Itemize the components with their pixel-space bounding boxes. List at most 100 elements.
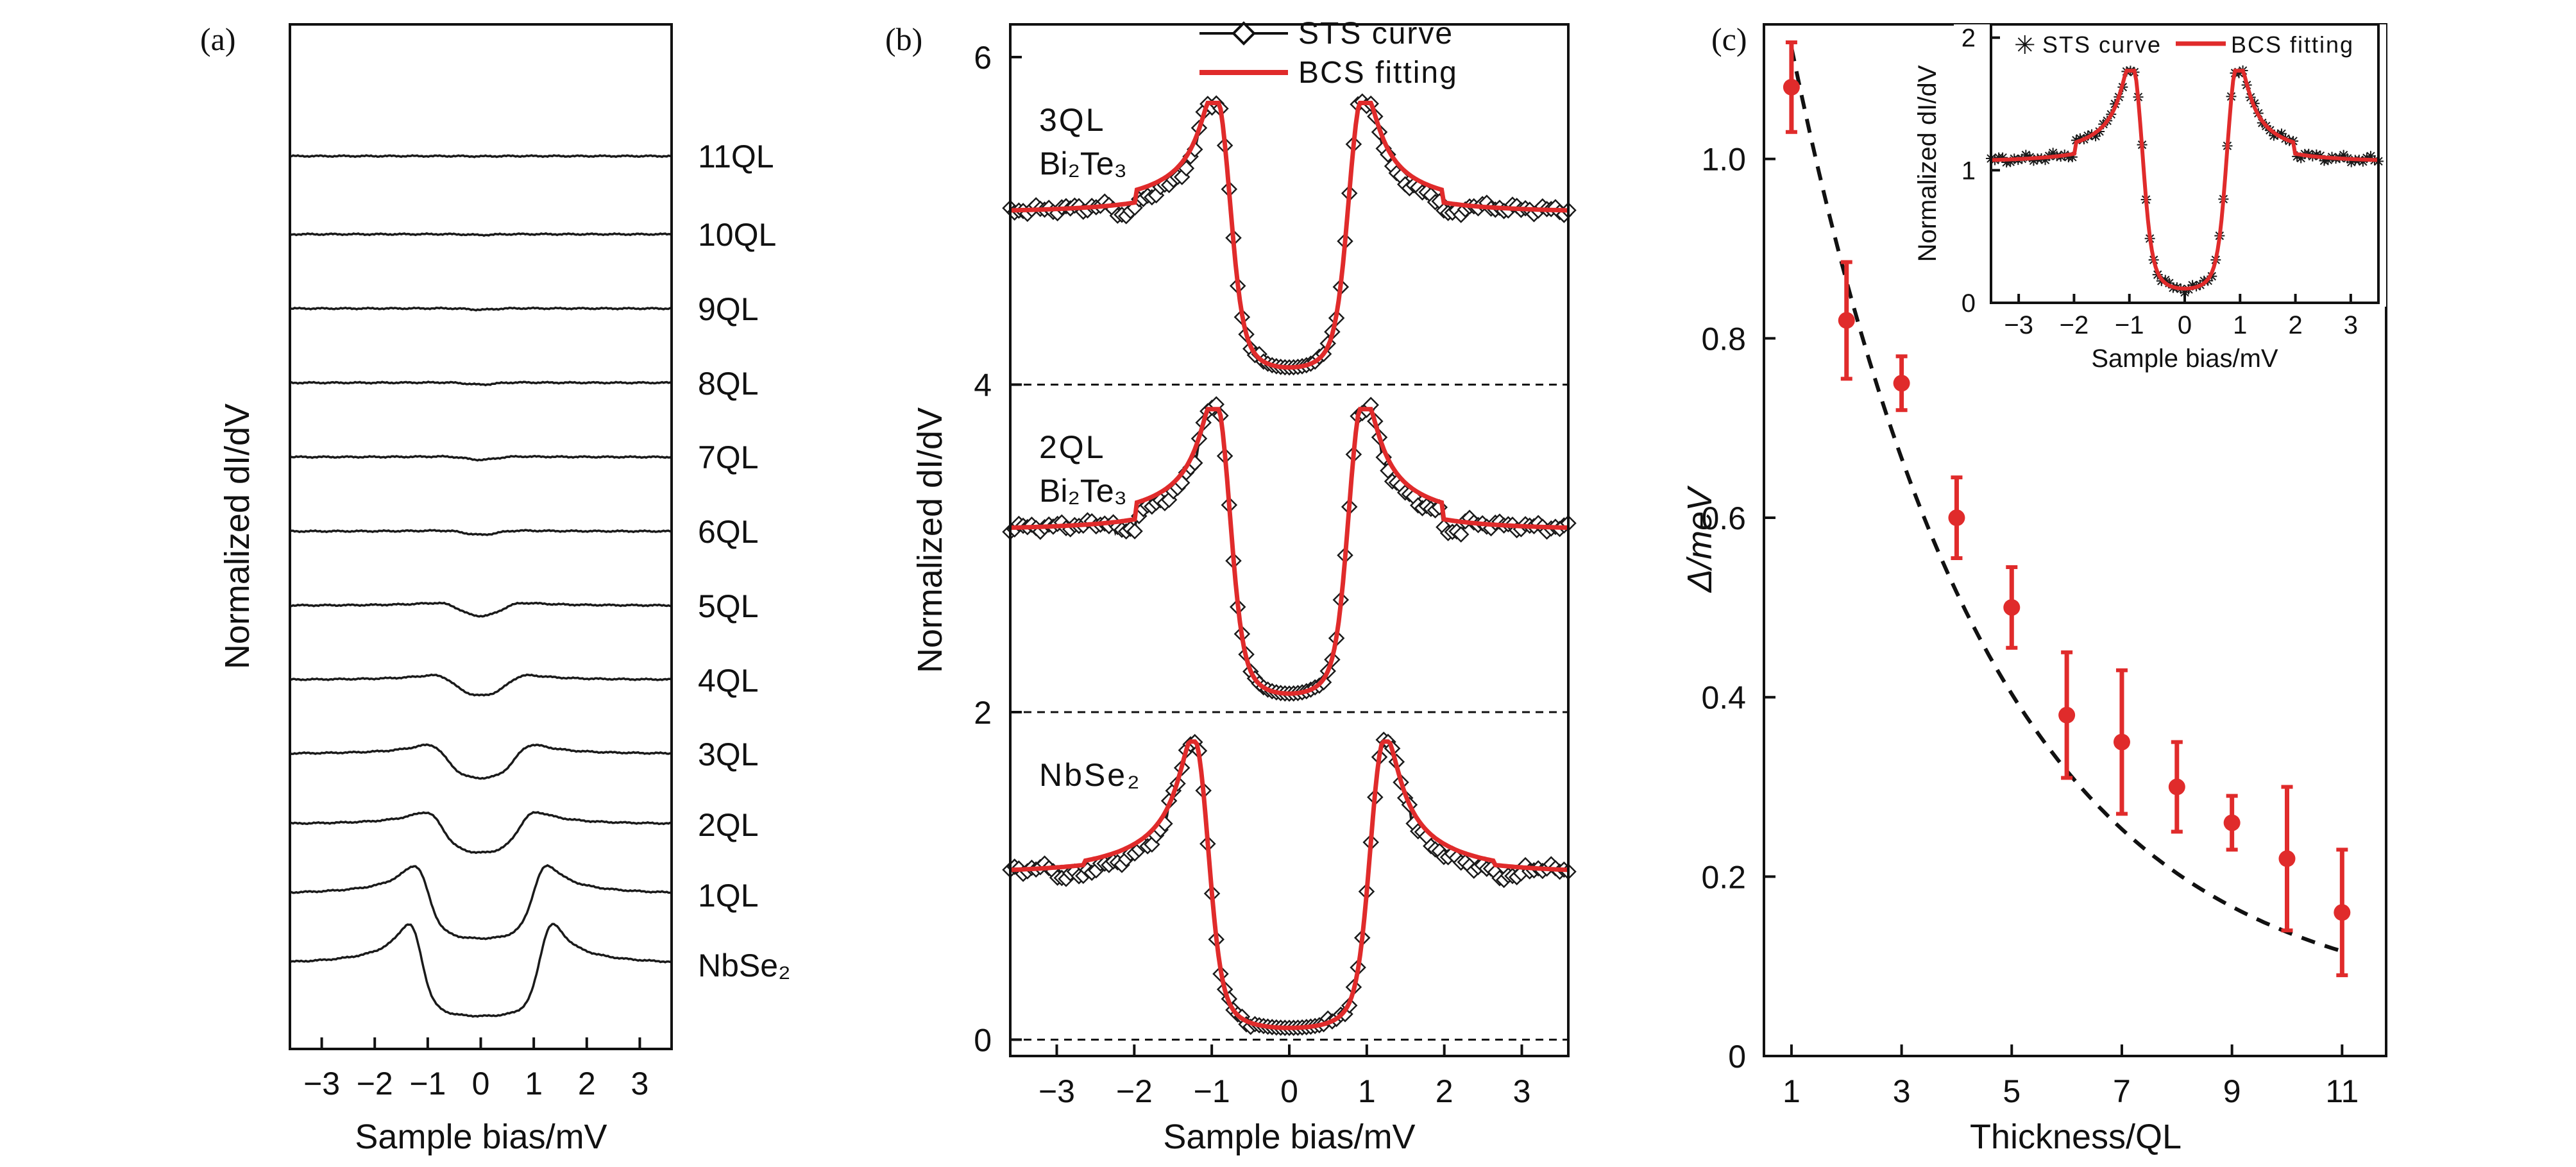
- inset-sts-point: [1997, 152, 2008, 163]
- panel-b-bcs-fit-2: [1010, 739, 1569, 1030]
- panel-c-point-6: [2113, 733, 2130, 751]
- panel-b-legend-sts: STS curve: [1298, 17, 1453, 51]
- panel-c-y-ticks: 0 0.2 0.4 0.6 0.8 1.0: [1701, 142, 1775, 1075]
- panel-b-xtick-label-3: 0: [1280, 1073, 1298, 1109]
- panel-a-series-label-6: 5QL: [698, 588, 759, 624]
- panel-b-sts-point: [1452, 526, 1470, 543]
- inset-background: [1954, 24, 2386, 307]
- panel-c-xtick-label-1: 3: [1893, 1073, 1911, 1109]
- inset-bcs-fit: [1990, 69, 2379, 291]
- panel-c-y-label: Δ/meV: [1681, 485, 1719, 593]
- panel-b-dashed-baselines: [1010, 384, 1568, 1041]
- panel-a-curve-6: [289, 601, 672, 618]
- panel-a-xtick-label-6: 3: [631, 1066, 649, 1102]
- inset-sts-point: [2021, 149, 2031, 160]
- panel-b-xtick-label-5: 2: [1436, 1073, 1453, 1109]
- panel-b-series-label-1: 2QL: [1039, 429, 1106, 465]
- panel-c-point-1: [1838, 312, 1855, 329]
- inset-sts-point: [2346, 157, 2357, 167]
- panel-c-point-9: [2278, 850, 2296, 867]
- panel-a-curve-10: [289, 864, 672, 941]
- panel-b-series-labels: 3QL Bi₂Te₃ 2QL Bi₂Te₃ NbSe₂: [1039, 102, 1139, 793]
- panel-b-legend-bcs: BCS fitting: [1298, 56, 1458, 90]
- panel-b-xtick-label-0: −3: [1038, 1073, 1075, 1109]
- inset-xtick-label-3: 0: [2178, 311, 2192, 339]
- legend-asterisk-icon: ✳: [2014, 31, 2036, 60]
- panel-a-curve-11: [289, 923, 672, 1018]
- panel-b: (b) 3QL Bi₂Te₃ 2QL Bi₂Te₃ NbSe₂ −3 −2 −1 0 1 2 3 0…: [885, 17, 1577, 1156]
- panel-a-curve-5: [289, 529, 672, 536]
- panel-a-xtick-label-4: 1: [525, 1066, 543, 1102]
- panel-c-xtick-label-5: 11: [2325, 1073, 2359, 1109]
- inset-xtick-label-5: 2: [2288, 311, 2302, 339]
- panel-c-ytick-label-0: 0: [1728, 1039, 1746, 1075]
- inset-xtick-label-6: 3: [2344, 311, 2358, 339]
- panel-c-data-points: [1783, 40, 2351, 978]
- inset-xtick-label-0: −3: [2004, 311, 2033, 339]
- inset-legend: ✳ STS curve BCS fitting: [2014, 31, 2354, 60]
- inset-sts-point: [2067, 151, 2078, 162]
- panel-c-xtick-label-2: 5: [2003, 1073, 2021, 1109]
- panel-b-xtick-label-1: −2: [1116, 1073, 1153, 1109]
- panel-c-point-10: [2334, 904, 2351, 921]
- panel-b-xtick-label-2: −1: [1194, 1073, 1230, 1109]
- panel-b-x-ticks: −3 −2 −1 0 1 2 3: [1038, 1044, 1530, 1109]
- panel-a-series-label-2: 9QL: [698, 291, 759, 327]
- panel-a-series-label-11: NbSe₂: [698, 948, 790, 984]
- panel-a-curve-3: [289, 380, 672, 387]
- panel-a-curve-0: [289, 154, 672, 158]
- panel-b-series-sublabel-1: Bi₂Te₃: [1039, 473, 1127, 509]
- panel-a-series-labels: 11QL 10QL 9QL 8QL 7QL 6QL 5QL 4QL 3QL 2QL 1QL NbSe₂: [698, 139, 790, 984]
- panel-a-curve-9: [289, 811, 672, 855]
- panel-a-xtick-label-3: 0: [472, 1066, 490, 1102]
- panel-c-point-0: [1783, 78, 1800, 96]
- panel-a-curve-7: [289, 673, 672, 697]
- inset-sts-point: [2090, 131, 2101, 142]
- panel-c-ytick-label-1: 0.2: [1701, 859, 1746, 895]
- inset-sts-point: [2187, 280, 2198, 291]
- panel-a-x-label: Sample bias/mV: [355, 1118, 607, 1156]
- inset-legend-sts: STS curve: [2042, 31, 2162, 58]
- panel-a-y-label: Normalized dI/dV: [218, 404, 257, 669]
- panel-c-inset: −3 −2 −1 0 1 2 3 0 1 2 ✳ STS curve BCS fitting S…: [1913, 23, 2386, 373]
- panel-c-ytick-label-5: 1.0: [1701, 142, 1746, 178]
- panel-a-series-label-8: 3QL: [698, 737, 759, 772]
- panel-c: (c) 1 3 5 7 9 11 00.20.40.60.81.0 Thickness/Q…: [1681, 21, 2387, 1156]
- inset-frame: [1990, 23, 2380, 304]
- panel-a-xtick-label-1: −2: [357, 1066, 393, 1102]
- panel-c-x-ticks: 1 3 5 7 9 11: [1783, 1044, 2359, 1109]
- panel-c-xtick-label-0: 1: [1783, 1073, 1801, 1109]
- inset-xtick-label-2: −1: [2115, 311, 2144, 339]
- panel-a-frame: [289, 23, 673, 1050]
- panel-a-series-label-1: 10QL: [698, 217, 776, 253]
- inset-legend-bcs: BCS fitting: [2231, 31, 2354, 58]
- inset-sts-point: [2276, 128, 2287, 139]
- panel-a-label: (a): [200, 21, 236, 57]
- panel-a-curve-2: [289, 306, 672, 312]
- inset-sts-point: [2268, 130, 2279, 141]
- panel-a-xtick-label-0: −3: [303, 1066, 340, 1102]
- legend-sts-diamond-icon: [1232, 21, 1256, 46]
- inset-sts-point: [2040, 155, 2051, 166]
- panel-a-curve-8: [289, 743, 672, 780]
- panel-a-series-label-4: 7QL: [698, 439, 759, 475]
- panel-b-bcs-fit-0: [1010, 101, 1568, 370]
- panel-a-curve-1: [289, 232, 672, 237]
- panel-c-x-label: Thickness/QL: [1970, 1118, 2182, 1156]
- panel-b-series-sublabel-0: Bi₂Te₃: [1039, 146, 1127, 182]
- inset-xtick-label-1: −2: [2060, 311, 2089, 339]
- panel-c-ytick-label-2: 0.4: [1701, 680, 1746, 716]
- panel-b-label: (b): [885, 21, 922, 57]
- panel-c-xtick-label-4: 9: [2223, 1073, 2241, 1109]
- panel-a-xtick-label-5: 2: [578, 1066, 596, 1102]
- panel-b-ytick-label-3: 6: [974, 40, 992, 76]
- panel-b-bcs-fit-1: [1010, 407, 1569, 696]
- panel-b-series-label-0: 3QL: [1039, 102, 1106, 138]
- panel-a-x-ticks: −3 −2 −1 0 1 2 3: [303, 1037, 648, 1102]
- panel-c-point-2: [1893, 375, 1910, 392]
- panel-a: (a) 11QL 10QL 9QL 8QL 7QL 6QL 5QL 4QL 3QL 2QL 1QL N…: [200, 21, 790, 1156]
- panel-b-ytick-label-1: 2: [974, 695, 992, 731]
- inset-sts-point: [2311, 149, 2322, 160]
- inset-x-label: Sample bias/mV: [2091, 345, 2278, 373]
